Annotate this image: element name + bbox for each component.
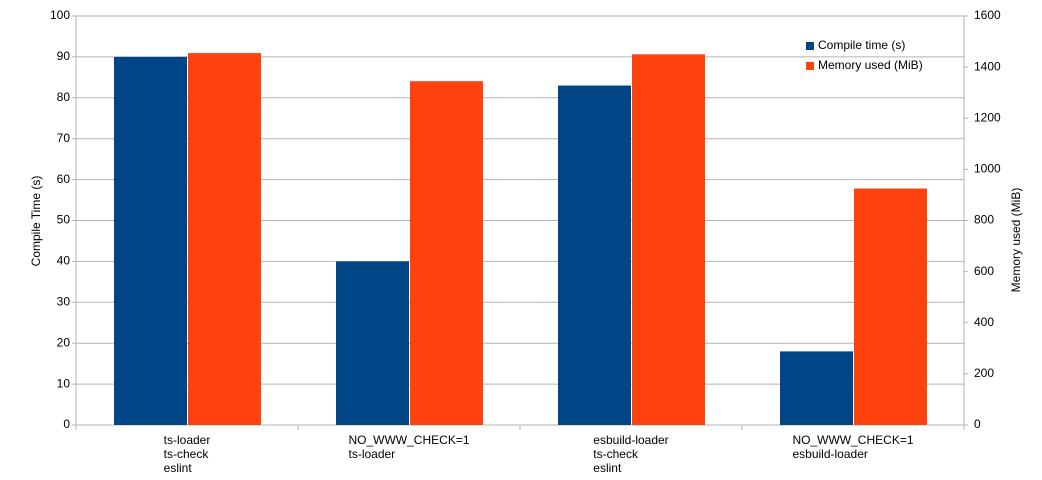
y2-tick-label: 600	[974, 264, 994, 278]
x-tick-label: eslint	[593, 461, 622, 475]
y-tick-label: 80	[57, 90, 71, 104]
y-tick-label: 40	[57, 254, 71, 268]
y-axis-label: Compile Time (s)	[29, 176, 43, 267]
bar	[114, 56, 187, 426]
x-tick-label: NO_WWW_CHECK=1	[792, 433, 913, 447]
legend-label: Compile time (s)	[818, 38, 905, 52]
x-tick-label: ts-check	[593, 447, 639, 461]
x-tick-label: ts-check	[164, 447, 210, 461]
legend-swatch	[806, 42, 814, 50]
y2-tick-label: 1000	[974, 162, 1001, 176]
y2-tick-label: 1200	[974, 110, 1001, 124]
y-tick-label: 90	[57, 49, 71, 63]
y-tick-label: 70	[57, 131, 71, 145]
bar	[558, 85, 631, 425]
x-tick-label: ts-loader	[164, 433, 211, 447]
bar	[780, 351, 853, 425]
x-tick-label: eslint	[164, 461, 193, 475]
legend-label: Memory used (MiB)	[818, 58, 923, 72]
x-tick-label: ts-loader	[348, 447, 395, 461]
y-tick-label: 100	[50, 8, 70, 22]
y-tick-label: 50	[57, 213, 71, 227]
bar	[188, 53, 261, 426]
y2-tick-label: 400	[974, 315, 994, 329]
y-tick-label: 0	[63, 417, 70, 431]
y-tick-label: 60	[57, 172, 71, 186]
bar	[410, 81, 483, 425]
y2-axis-label: Memory used (MiB)	[1009, 188, 1023, 293]
y2-tick-label: 800	[974, 213, 994, 227]
y2-tick-label: 1600	[974, 8, 1001, 22]
y-tick-label: 20	[57, 335, 71, 349]
y2-tick-label: 0	[974, 417, 981, 431]
bar	[336, 261, 409, 425]
y-tick-label: 30	[57, 294, 71, 308]
legend-swatch	[806, 62, 814, 70]
bar	[632, 54, 705, 425]
x-tick-label: esbuild-loader	[792, 447, 867, 461]
x-tick-label: esbuild-loader	[593, 433, 668, 447]
y2-tick-label: 1400	[974, 59, 1001, 73]
x-tick-label: NO_WWW_CHECK=1	[348, 433, 469, 447]
y2-tick-label: 200	[974, 366, 994, 380]
bar	[854, 188, 927, 425]
y-tick-label: 10	[57, 376, 71, 390]
